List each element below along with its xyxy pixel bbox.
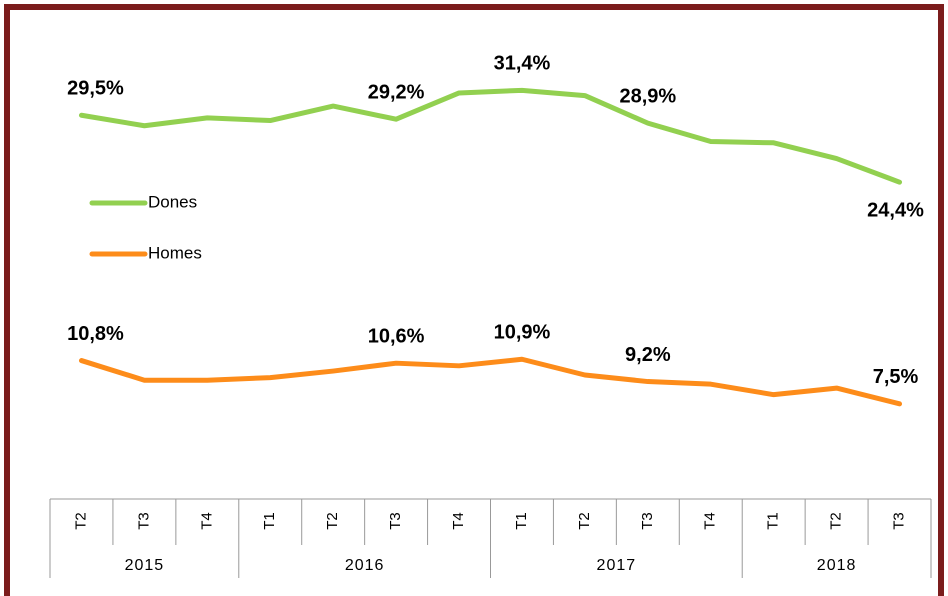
- x-tick-label: T2: [324, 512, 341, 530]
- x-tick-label: T1: [513, 512, 530, 530]
- x-tick-label: T1: [765, 512, 782, 530]
- x-tick-label: T2: [72, 512, 89, 530]
- series-line: [78, 356, 903, 407]
- x-group-label: 2016: [345, 557, 385, 574]
- data-label: 29,2%: [368, 81, 425, 103]
- data-label: 7,5%: [873, 366, 919, 388]
- x-tick-label: T1: [261, 512, 278, 530]
- x-tick-label: T2: [576, 512, 593, 530]
- data-label: 10,6%: [368, 325, 425, 347]
- x-group-label: 2015: [125, 557, 165, 574]
- data-label: 31,4%: [494, 53, 551, 75]
- data-label: 29,5%: [67, 78, 124, 100]
- x-group-label: 2018: [817, 557, 857, 574]
- x-tick-label: T3: [639, 512, 656, 530]
- data-label: 10,8%: [67, 323, 124, 345]
- legend-label: Homes: [148, 243, 202, 262]
- x-group-label: 2017: [597, 557, 637, 574]
- x-tick-label: T4: [450, 512, 467, 530]
- x-tick-label: T4: [198, 512, 215, 530]
- legend-label: Dones: [148, 192, 197, 211]
- x-tick-label: T3: [387, 512, 404, 530]
- data-label: 28,9%: [619, 85, 676, 107]
- data-label: 10,9%: [494, 322, 551, 344]
- x-tick-label: T3: [891, 512, 908, 530]
- data-label: 9,2%: [625, 344, 671, 366]
- data-label: 24,4%: [867, 199, 924, 221]
- frame: [4, 4, 944, 596]
- x-tick-label: T3: [135, 512, 152, 530]
- series-line: [78, 87, 903, 185]
- x-tick-label: T4: [702, 512, 719, 530]
- x-tick-label: T2: [828, 512, 845, 530]
